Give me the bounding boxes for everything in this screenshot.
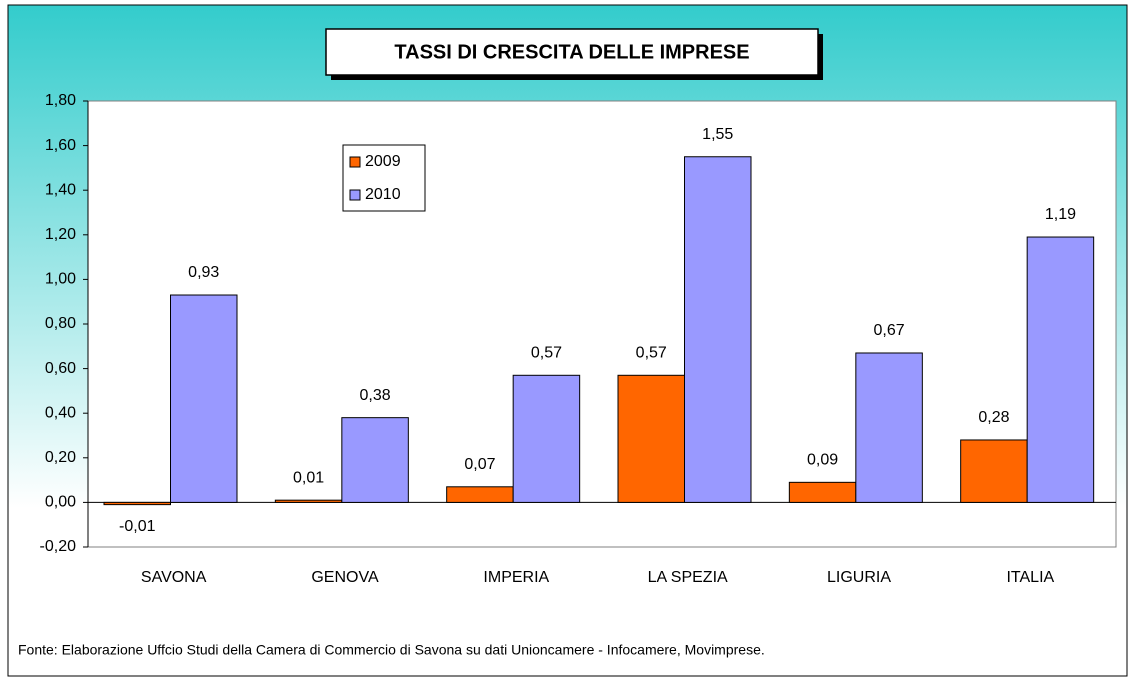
bar [446, 486, 514, 503]
bar [855, 352, 923, 503]
bar [103, 501, 171, 506]
source-note: Fonte: Elaborazione Uffcio Studi della C… [18, 642, 765, 658]
x-tick-label: LIGURIA [827, 569, 891, 586]
legend-label: 2009 [365, 153, 401, 170]
bar [617, 374, 685, 503]
x-tick-label: SAVONA [141, 569, 207, 586]
y-tick-label: 1,40 [45, 181, 76, 198]
legend-label: 2010 [365, 186, 401, 203]
data-label: -0,01 [119, 518, 156, 535]
data-label: 0,57 [531, 345, 562, 362]
y-tick-label: 1,80 [45, 92, 76, 109]
bar [788, 481, 857, 503]
legend-swatch [349, 156, 361, 168]
bar [960, 439, 1028, 503]
y-tick-label: 0,40 [45, 404, 76, 421]
data-label: 0,67 [874, 322, 905, 339]
bar [1026, 236, 1095, 503]
y-tick-label: -0,20 [40, 538, 77, 555]
data-label: 1,19 [1045, 206, 1076, 223]
data-label: 0,38 [360, 387, 391, 404]
data-label: 0,01 [293, 469, 324, 486]
title-box [325, 28, 819, 76]
bar [684, 156, 752, 503]
data-label: 1,55 [702, 126, 733, 143]
x-tick-label: ITALIA [1006, 569, 1054, 586]
y-tick-label: 1,20 [45, 226, 76, 243]
data-label: 0,28 [978, 409, 1009, 426]
x-tick-label: LA SPEZIA [648, 569, 728, 586]
y-tick-label: 0,60 [45, 360, 76, 377]
bar [341, 417, 409, 503]
data-label: 0,09 [807, 452, 838, 469]
y-tick-label: 1,00 [45, 271, 76, 288]
y-tick-label: 0,80 [45, 315, 76, 332]
data-label: 0,93 [188, 264, 219, 281]
data-label: 0,57 [636, 345, 667, 362]
bar [512, 374, 581, 503]
y-tick-label: 0,20 [45, 449, 76, 466]
y-tick-label: 0,00 [45, 494, 76, 511]
data-label: 0,07 [464, 456, 495, 473]
plot-area [87, 100, 1117, 548]
legend-swatch [349, 189, 361, 201]
x-tick-label: GENOVA [311, 569, 379, 586]
y-tick-label: 1,60 [45, 137, 76, 154]
x-tick-label: IMPERIA [483, 569, 549, 586]
bar [170, 294, 238, 503]
bar [274, 499, 343, 503]
chart-title: TASSI DI CRESCITA DELLE IMPRESE [394, 41, 749, 63]
